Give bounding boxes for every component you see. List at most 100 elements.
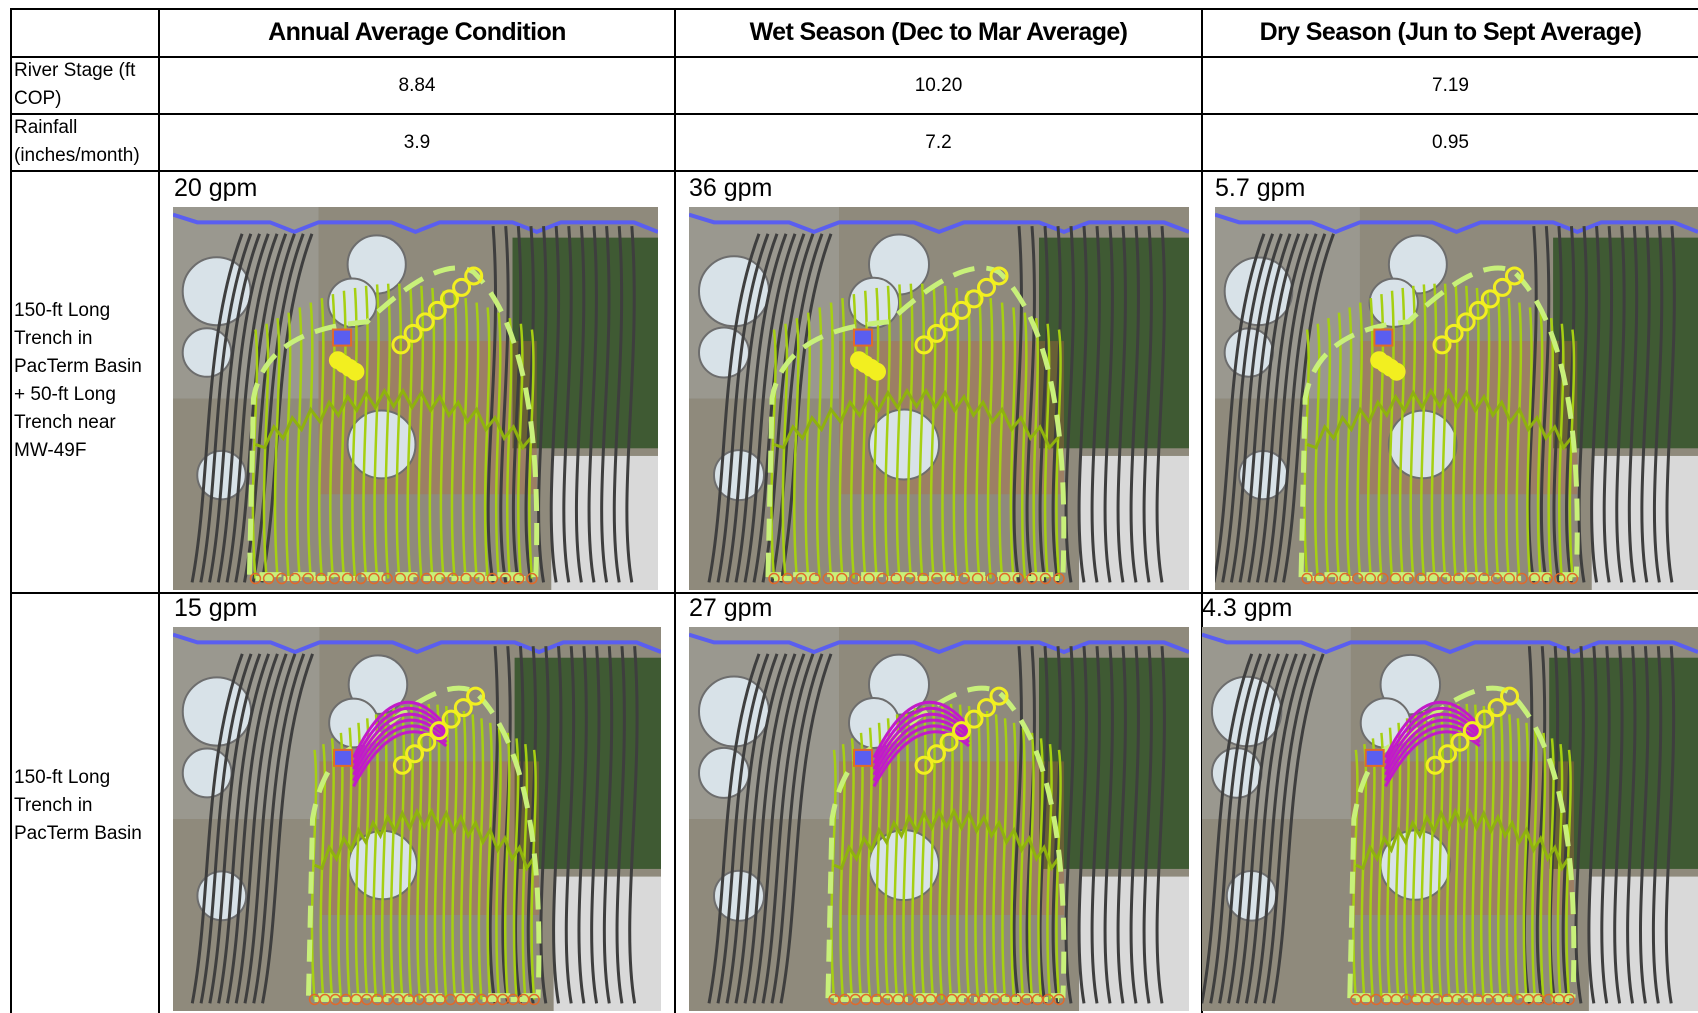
capture-flowline xyxy=(477,718,485,1000)
capture-flowline xyxy=(974,708,981,1000)
bypass-flowline xyxy=(1262,653,1316,1004)
bypass-flowline xyxy=(1221,233,1275,583)
capture-flowline xyxy=(319,743,327,1000)
capture-flowline xyxy=(1430,283,1438,579)
capture-flowline xyxy=(1536,312,1544,579)
boundary-particle-icon xyxy=(781,572,794,585)
boundary-particle-icon xyxy=(420,572,433,585)
trench-marker-icon xyxy=(1387,362,1406,381)
boundary-particle-icon xyxy=(394,572,407,585)
bypass-flowline xyxy=(716,653,770,1004)
capture-flowline xyxy=(389,708,397,1000)
bypass-flowline xyxy=(707,653,761,1004)
capture-flowline xyxy=(893,714,900,1000)
row-label-scenario-a: 150-ft Long Trench in PacTerm Basin + 50… xyxy=(10,297,160,465)
trench-marker-icon xyxy=(1432,335,1452,355)
trench-marker-icon xyxy=(1438,744,1458,764)
bypass-flowline xyxy=(734,653,788,1004)
capture-flowline xyxy=(395,283,402,579)
river-boundary-line xyxy=(689,212,1189,235)
boundary-particle-icon xyxy=(328,572,341,585)
boundary-particle-icon xyxy=(1339,572,1351,585)
grid-line-col3 xyxy=(1201,8,1203,1013)
capture-flowline xyxy=(827,302,834,579)
secondary-particle-path xyxy=(352,706,448,764)
river-boundary-line xyxy=(173,212,658,235)
trench-marker-icon xyxy=(1487,698,1507,718)
monitoring-well-icon xyxy=(333,748,354,767)
storage-tank-icon xyxy=(347,654,409,715)
boundary-particle-icon xyxy=(381,572,393,585)
bypass-flowline xyxy=(1539,226,1551,583)
capture-flowline xyxy=(1522,722,1530,1000)
bypass-flowline xyxy=(770,653,824,1004)
capture-flowline xyxy=(920,705,927,1000)
bypass-flowline xyxy=(1051,646,1062,1004)
bypass-flowline xyxy=(1090,226,1101,583)
bypass-flowline xyxy=(524,226,535,583)
trench-marker-icon xyxy=(964,709,984,729)
scenario-a-label-line: PacTerm Basin xyxy=(14,356,142,377)
trench-marker-icon xyxy=(939,312,959,332)
bypass-flowline xyxy=(1590,226,1601,583)
bypass-flowline xyxy=(1238,233,1292,583)
boundary-particle-icon xyxy=(1415,572,1427,585)
boundary-particle-icon xyxy=(822,572,835,585)
boundary-particle-icon xyxy=(890,572,902,585)
grid-line-top xyxy=(10,8,1698,10)
rate-a-wet: 36 gpm xyxy=(689,174,773,202)
river-stage-label-line2: COP) xyxy=(14,88,62,109)
bypass-flowline xyxy=(577,646,588,1004)
bypass-flowline xyxy=(1613,646,1624,1004)
bypass-flowline xyxy=(190,233,244,583)
storage-tank-icon xyxy=(1387,234,1448,295)
capture-flowline xyxy=(861,290,868,579)
capture-flowline xyxy=(1462,285,1470,579)
boundary-particle-icon xyxy=(460,572,472,585)
trench-marker-icon xyxy=(429,721,449,741)
flow-map-dry-b xyxy=(1202,627,1698,1011)
rainfall-label-line1: Rainfall xyxy=(14,117,78,138)
capture-flowline xyxy=(1565,749,1572,1000)
boundary-particle-icon xyxy=(1427,572,1440,585)
bypass-flowline xyxy=(1627,226,1639,583)
capture-flowline xyxy=(461,298,469,579)
capture-flowline xyxy=(483,307,491,579)
capture-flowline xyxy=(1403,718,1410,1000)
flow-divide-band xyxy=(313,807,536,872)
trench-marker-icon xyxy=(1456,312,1476,332)
row-label-river-stage: River Stage (ft COP) xyxy=(10,57,160,113)
bypass-flowline xyxy=(1247,233,1301,583)
bypass-flowline xyxy=(779,233,833,583)
boundary-particle-icon xyxy=(1503,572,1516,585)
boundary-particle-icon xyxy=(526,572,538,585)
bypass-flowline xyxy=(199,233,253,583)
boundary-particle-icon xyxy=(1364,572,1377,585)
trench-marker-icon xyxy=(405,744,425,764)
bypass-flowline xyxy=(1602,226,1614,583)
trench-marker-icon xyxy=(1444,323,1464,343)
capture-flowline xyxy=(986,298,994,579)
bypass-flowline xyxy=(734,233,788,583)
bypass-flowline xyxy=(625,226,636,583)
bypass-flowline xyxy=(1577,226,1588,583)
trench-marker-icon xyxy=(1475,709,1495,729)
rate-a-annual: 20 gpm xyxy=(174,174,258,202)
capture-flowline xyxy=(472,302,480,579)
trench-marker-icon xyxy=(989,686,1009,706)
capture-flowline xyxy=(373,284,380,579)
flow-divide-band xyxy=(1355,807,1571,872)
capture-flowline xyxy=(1441,283,1448,579)
bypass-flowline xyxy=(1565,226,1576,583)
capture-flowline xyxy=(1313,323,1321,579)
capture-flowline xyxy=(992,714,999,1000)
trench-marker-icon xyxy=(346,362,365,381)
capture-flowline xyxy=(1388,290,1395,579)
bypass-flowline xyxy=(1064,226,1075,583)
row-label-scenario-b: 150-ft Long Trench in PacTerm Basin xyxy=(10,764,160,848)
capture-flowline xyxy=(424,703,432,1000)
river-stage-dry: 7.19 xyxy=(1432,74,1469,96)
bypass-flowline xyxy=(1615,226,1626,583)
secondary-particle-path xyxy=(872,700,971,759)
bypass-flowline xyxy=(217,653,271,1004)
